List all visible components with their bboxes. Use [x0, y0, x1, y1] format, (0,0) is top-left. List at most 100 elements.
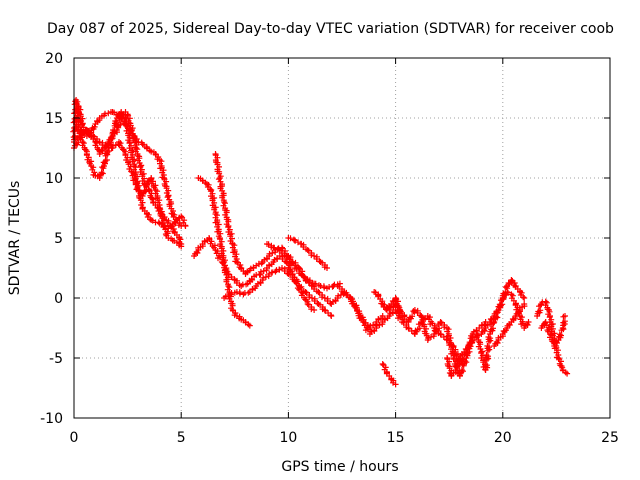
data-point [370, 322, 377, 328]
data-point [304, 301, 311, 307]
data-point [90, 133, 97, 139]
data-point [103, 157, 110, 163]
data-point [319, 294, 325, 301]
data-point [324, 265, 330, 271]
data-point [262, 274, 269, 280]
data-point [505, 289, 511, 296]
x-axis-label: GPS time / hours [281, 459, 398, 475]
data-point [257, 268, 264, 275]
data-point [428, 334, 434, 340]
data-point [376, 322, 383, 328]
y-tick-label: 5 [54, 231, 63, 247]
data-point [562, 369, 569, 376]
data-point [91, 123, 98, 130]
data-point [96, 139, 103, 145]
axis-ticks [73, 57, 611, 419]
data-point [105, 110, 112, 117]
data-point [142, 188, 149, 195]
y-tick-label: 0 [54, 291, 63, 307]
data-point [107, 139, 114, 146]
data-point [381, 316, 388, 322]
data-point [516, 310, 522, 316]
data-point [508, 277, 515, 283]
data-point [98, 169, 105, 176]
data-point [483, 352, 490, 358]
y-tick-label: 15 [45, 111, 63, 127]
data-point [558, 332, 564, 339]
data-point [249, 286, 256, 292]
data-point [335, 292, 342, 299]
data-point [201, 238, 208, 244]
data-point [76, 134, 83, 141]
data-point [564, 370, 571, 377]
data-point [321, 295, 328, 301]
data-point [521, 295, 528, 301]
data-point [178, 223, 185, 229]
data-point [308, 252, 315, 259]
data-point [490, 325, 496, 332]
x-tick-label: 0 [70, 430, 79, 446]
data-point [304, 247, 311, 253]
y-tick-label: -5 [49, 351, 63, 367]
x-tick-labels: 0 5 10 15 20 25 [70, 430, 619, 446]
data-point [246, 322, 253, 329]
data-point [315, 289, 322, 295]
y-tick-label: -10 [40, 411, 63, 427]
data-point [481, 328, 488, 334]
data-point [456, 361, 463, 368]
data-point [73, 123, 80, 130]
data-point [286, 258, 293, 265]
data-point [118, 115, 125, 121]
data-point [178, 243, 185, 250]
data-point [409, 313, 416, 320]
data-points [70, 97, 571, 388]
data-point [260, 274, 267, 281]
data-point [216, 175, 223, 181]
data-point [93, 138, 100, 145]
data-point [260, 268, 267, 274]
data-point [502, 284, 509, 291]
data-point [478, 322, 485, 328]
data-point [269, 269, 276, 276]
data-point [525, 319, 532, 325]
data-point [458, 367, 465, 373]
data-point [392, 381, 399, 388]
data-point [269, 250, 276, 256]
x-tick-label: 25 [601, 430, 619, 446]
data-point [462, 358, 469, 364]
data-point [75, 139, 82, 146]
data-point [306, 294, 313, 301]
grid-lines [74, 58, 610, 418]
data-point [287, 235, 294, 242]
data-point [494, 340, 501, 346]
data-point [296, 265, 303, 271]
data-point [308, 306, 315, 313]
data-point [80, 130, 87, 136]
data-point [141, 187, 148, 194]
data-point [561, 318, 568, 325]
data-point [135, 187, 142, 193]
data-point [312, 280, 319, 287]
data-point [520, 294, 527, 301]
data-point [290, 236, 297, 243]
data-point [266, 250, 273, 257]
data-point [556, 331, 563, 338]
data-point [77, 130, 84, 137]
data-point [542, 319, 549, 325]
data-point [482, 361, 489, 367]
y-tick-label: 10 [45, 171, 63, 187]
data-point [562, 313, 568, 319]
data-point [233, 259, 240, 265]
data-point [437, 319, 444, 325]
x-tick-label: 15 [387, 430, 405, 446]
y-axis-label: SDTVAR / TECUs [7, 181, 23, 296]
data-point [110, 127, 117, 133]
x-tick-label: 10 [279, 430, 297, 446]
y-tick-labels: -10 -5 0 5 10 15 20 [40, 51, 63, 427]
data-point [436, 325, 443, 332]
data-point [524, 322, 531, 328]
data-point [110, 142, 116, 149]
data-point [283, 253, 290, 259]
data-point [379, 361, 386, 367]
